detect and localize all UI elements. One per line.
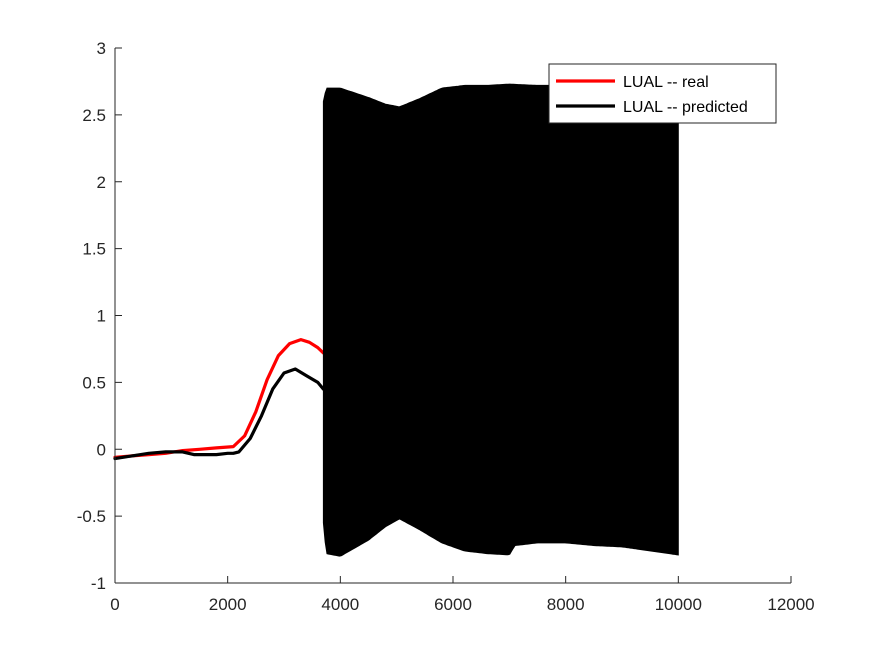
legend: LUAL -- real LUAL -- predicted [548,63,777,124]
x-tick-label: 4000 [321,595,359,614]
axes: 0 2000 4000 6000 8000 10000 12000 -1 -0.5 0 0.5 1 1.… [77,39,815,614]
x-tick-label: 10000 [655,595,702,614]
y-tick-label: 2 [97,173,106,192]
legend-label: LUAL -- real [623,74,709,91]
y-tick-label: 2.5 [82,106,106,125]
y-tick-label: -1 [91,574,106,593]
y-tick-label: 0.5 [82,373,106,392]
y-tick-label: 3 [97,39,106,58]
series-line-predicted [113,367,325,461]
x-tick-label: 2000 [209,595,247,614]
x-tick-label: 8000 [547,595,585,614]
x-tick-label: 12000 [767,595,814,614]
legend-box [548,63,777,124]
x-tick-label: 0 [110,595,119,614]
y-tick-label: 1.5 [82,240,106,259]
series-line-real [113,338,325,459]
y-tick-label: 1 [97,307,106,326]
y-tick-label: -0.5 [77,507,106,526]
oscillation-band [322,83,679,557]
data-layer [113,83,679,557]
legend-label: LUAL -- predicted [623,99,748,116]
y-tick-label: 0 [97,440,106,459]
x-tick-label: 6000 [434,595,472,614]
